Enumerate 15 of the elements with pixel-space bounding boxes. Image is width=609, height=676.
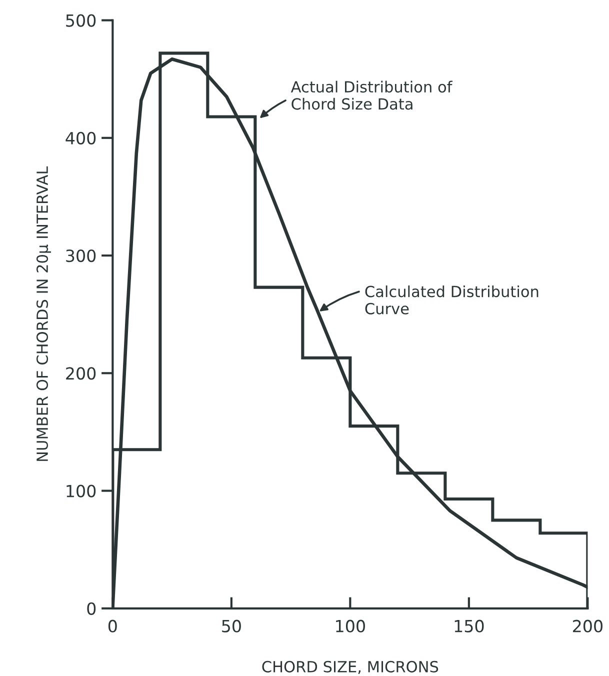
x-tick-label: 100: [336, 620, 365, 632]
x-axis-title: CHORD SIZE, MICRONS: [262, 660, 438, 674]
x-tick-label: 50: [222, 620, 241, 632]
x-tick-label: 150: [454, 620, 484, 632]
y-tick-label: 200: [66, 367, 96, 380]
annotation: Calculated Distribution Curve: [365, 285, 538, 314]
annotation: Actual Distribution of Chord Size Data: [290, 80, 453, 110]
y-tick-label: 100: [66, 484, 96, 498]
y-tick-label: 500: [66, 14, 96, 27]
x-tick-label: 0: [108, 620, 117, 632]
y-axis-title: NUMBER OF CHORDS IN 20μ INTERVAL: [36, 166, 51, 461]
y-tick-label: 300: [66, 249, 96, 262]
y-tick-label: 400: [66, 132, 96, 144]
x-tick-label: 200: [573, 620, 602, 632]
y-tick-label: 0: [87, 602, 96, 615]
